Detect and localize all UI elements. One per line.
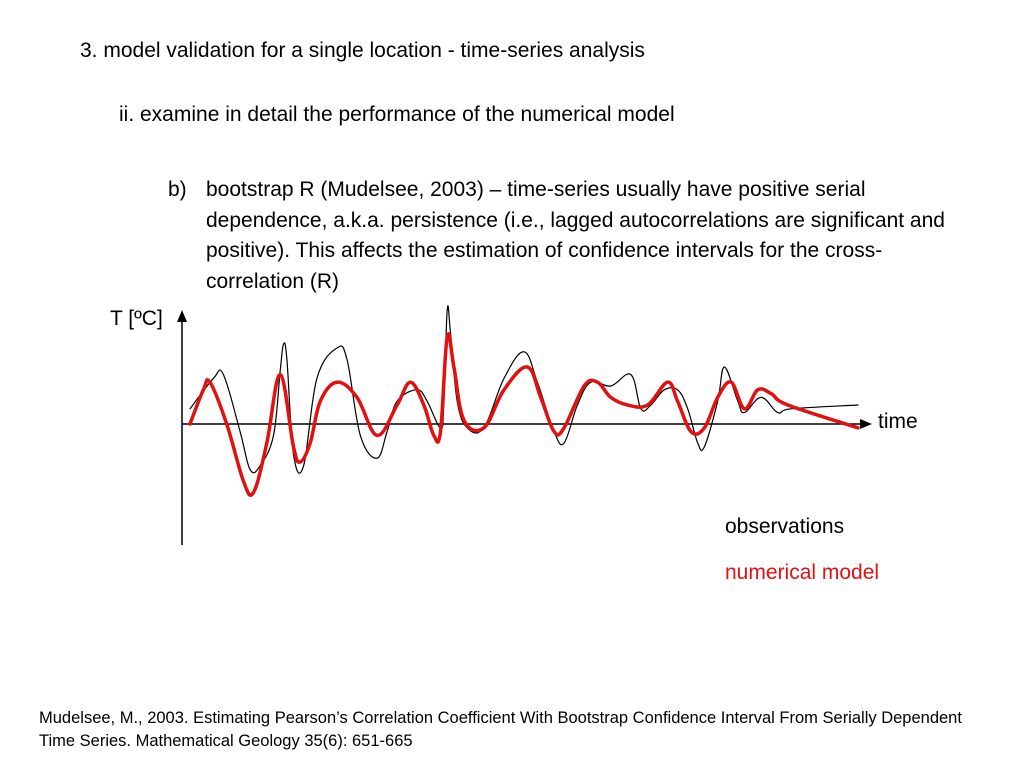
x-axis-label: time	[878, 410, 918, 433]
series-line-observations	[189, 305, 859, 474]
slide-heading-2: ii. examine in detail the performance of…	[119, 103, 675, 126]
y-axis-arrow	[177, 310, 187, 322]
x-axis-arrow	[860, 419, 872, 429]
legend-observations: observations	[725, 515, 845, 538]
series-layer	[188, 305, 860, 497]
reference-citation: Mudelsee, M., 2003. Estimating Pearson’s…	[39, 709, 962, 750]
series-line-numerical-model	[188, 332, 860, 497]
bullet-marker: b)	[168, 178, 187, 201]
legend-numerical-model: numerical model	[725, 561, 880, 584]
y-axis-label: T [ºC]	[110, 307, 163, 330]
slide-heading-1: 3. model validation for a single locatio…	[80, 39, 645, 62]
bullet-text: bootstrap R (Mudelsee, 2003) – time-seri…	[206, 178, 945, 293]
bullet-b: b) bootstrap R (Mudelsee, 2003) – time-s…	[168, 175, 968, 297]
bullet-text-wrap: bootstrap R (Mudelsee, 2003) – time-seri…	[168, 175, 968, 297]
